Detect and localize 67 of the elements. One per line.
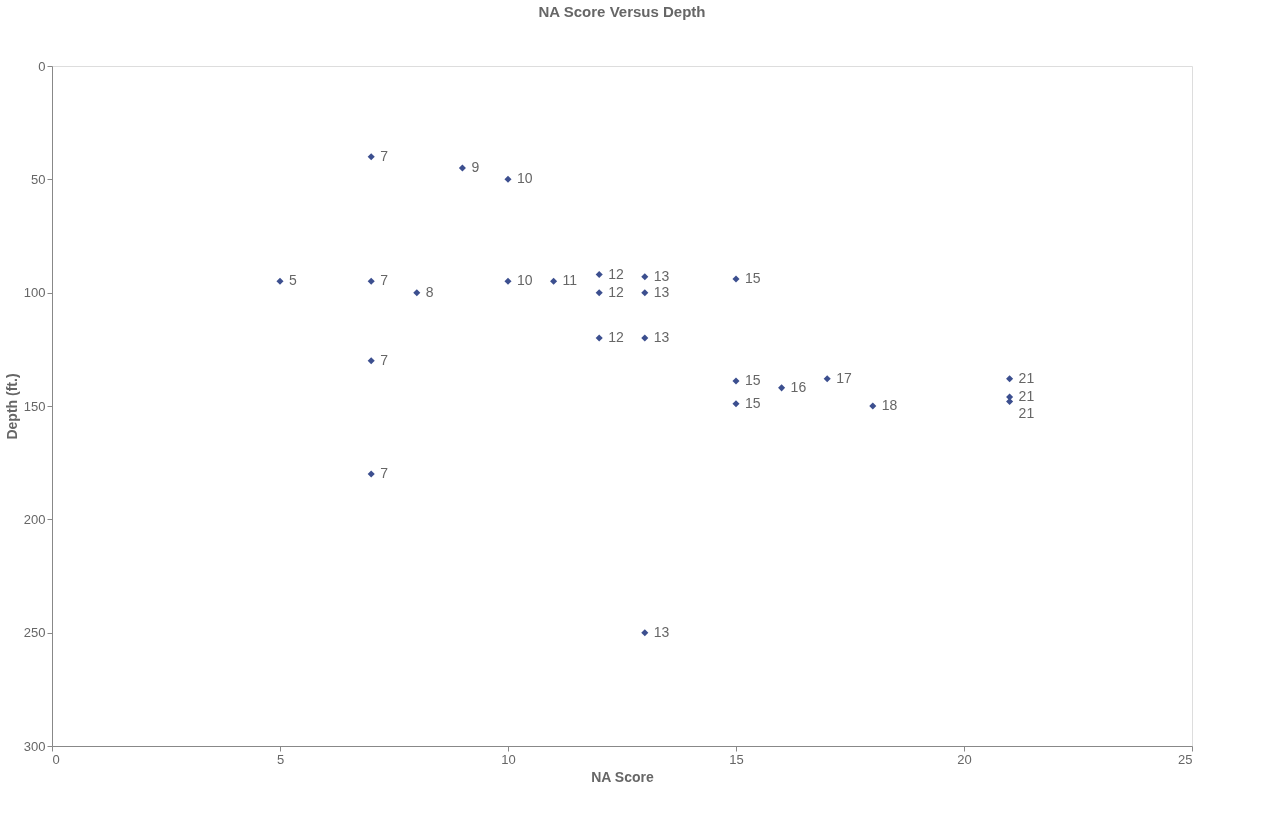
- point: [732, 275, 740, 283]
- y-tick-label: 150: [23, 398, 46, 414]
- y-tick-label: 200: [23, 511, 46, 527]
- point: [550, 277, 558, 285]
- annotation: 8: [425, 283, 434, 300]
- point: [595, 334, 603, 342]
- y-axis-title: Depth (ft.): [3, 373, 20, 440]
- point: [641, 289, 649, 297]
- x-tick-label: 25: [1178, 751, 1193, 767]
- chart-title: NA Score Versus Depth: [538, 3, 706, 20]
- annotation: 13: [653, 329, 670, 345]
- point: [367, 277, 375, 285]
- point: [778, 384, 786, 392]
- annotation: 12: [608, 265, 624, 282]
- annotation: 12: [608, 283, 624, 300]
- annotation: 21: [1018, 369, 1035, 386]
- annotation: 15: [745, 270, 761, 287]
- annotation: 10: [517, 170, 533, 187]
- annotation: 21: [1018, 405, 1035, 422]
- annotation: 7: [380, 351, 389, 368]
- point: [1006, 393, 1014, 401]
- point: [641, 629, 649, 637]
- annotation: 5: [289, 272, 297, 289]
- point: [641, 273, 649, 281]
- point: [276, 277, 284, 285]
- annotation: 21: [1018, 387, 1035, 404]
- annotation: 17: [836, 369, 852, 386]
- point: [367, 153, 375, 161]
- point: [732, 400, 740, 408]
- point: [367, 470, 375, 478]
- x-tick-label: 0: [52, 751, 60, 767]
- annotation: 15: [745, 372, 761, 389]
- point: [641, 334, 649, 342]
- point: [823, 375, 831, 383]
- x-axis-title: NA Score: [591, 768, 654, 785]
- point: [1006, 375, 1014, 383]
- annotation: 18: [881, 397, 898, 413]
- annotation: 13: [653, 623, 670, 640]
- y-tick-label: 100: [23, 285, 46, 301]
- annotation: 7: [380, 465, 389, 481]
- annotation: 10: [517, 272, 533, 289]
- x-tick-label: 20: [957, 751, 972, 767]
- point: [413, 289, 421, 297]
- point: [367, 357, 375, 365]
- annotation: 16: [790, 378, 807, 395]
- point: [504, 175, 512, 183]
- annotation: 12: [608, 329, 624, 345]
- annotation: 13: [653, 283, 670, 300]
- annotation: 7: [380, 272, 389, 289]
- x-tick-label: 10: [501, 751, 516, 767]
- annotation: 15: [745, 394, 761, 411]
- y-tick-label: 0: [38, 58, 46, 74]
- y-tick-label: 300: [23, 738, 46, 754]
- x-tick-label: 5: [276, 751, 285, 767]
- point: [595, 271, 603, 279]
- point: [869, 402, 877, 410]
- point: [458, 164, 466, 172]
- x-tick-label: 15: [729, 751, 744, 767]
- annotation: 13: [653, 267, 670, 284]
- annotation: 9: [471, 159, 480, 175]
- y-tick-label: 250: [23, 625, 46, 641]
- point: [595, 289, 603, 297]
- annotation: 11: [562, 272, 578, 289]
- point: [732, 377, 740, 385]
- y-tick-label: 50: [31, 171, 46, 187]
- annotation: 7: [380, 147, 389, 164]
- point: [504, 277, 512, 285]
